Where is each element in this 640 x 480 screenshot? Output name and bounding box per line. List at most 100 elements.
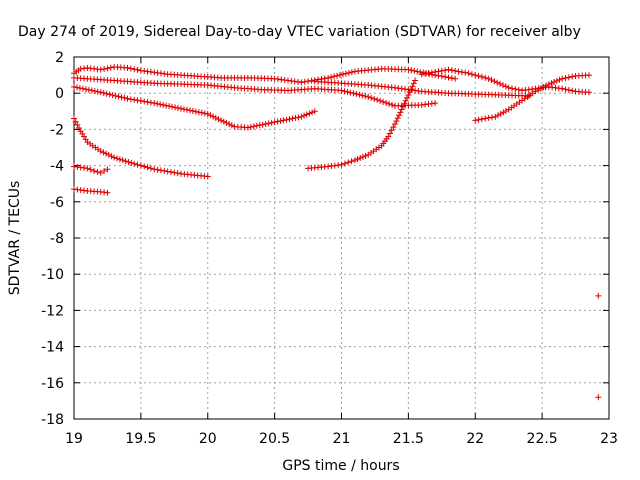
data-point-arc-1 bbox=[442, 73, 449, 80]
data-point-arc-3 bbox=[166, 103, 173, 110]
data-point-arc-3 bbox=[268, 119, 275, 126]
data-point-arc-3 bbox=[103, 90, 110, 97]
data-point-arc-3 bbox=[271, 119, 278, 126]
data-point-arc-3 bbox=[309, 109, 316, 116]
data-point-arc-9 bbox=[458, 69, 465, 76]
data-point-arc-7 bbox=[397, 109, 404, 116]
data-point-arc-2 bbox=[380, 98, 387, 105]
data-point-arc-10 bbox=[478, 116, 485, 123]
data-point-arc-10 bbox=[482, 115, 489, 122]
data-point-arc-3 bbox=[306, 110, 313, 117]
x-tick-label: 23 bbox=[600, 431, 618, 447]
data-point-arc-2 bbox=[362, 93, 369, 100]
data-point-arc-9 bbox=[475, 73, 482, 80]
data-point-arc-1 bbox=[131, 66, 138, 73]
y-tick-label: -16 bbox=[41, 376, 64, 392]
data-point-arc-9 bbox=[502, 83, 509, 90]
data-point-arc-7 bbox=[409, 83, 416, 90]
data-point-arc-3 bbox=[109, 92, 116, 99]
data-point-arc-4 bbox=[151, 166, 158, 173]
data-point-arc-3 bbox=[112, 92, 119, 99]
data-point-arc-4 bbox=[97, 148, 104, 155]
y-tick-label: 0 bbox=[55, 86, 64, 102]
data-point-arc-2 bbox=[344, 88, 351, 95]
data-point-arc-4 bbox=[72, 118, 79, 125]
data-point-arc-7 bbox=[338, 161, 345, 168]
data-point-arc-3 bbox=[192, 108, 199, 115]
data-point-arc-7 bbox=[393, 118, 400, 125]
data-point-arc-3 bbox=[262, 120, 269, 127]
data-point-arc-5 bbox=[84, 165, 91, 172]
data-point-arc-2 bbox=[374, 96, 381, 103]
y-tick-labels: 2 0 -2 -4 -6 -8 -10 -12 -14 -16 -18 bbox=[41, 50, 64, 428]
data-point-arc-5 bbox=[97, 169, 104, 176]
data-point-arc-7 bbox=[392, 120, 398, 127]
data-point-arc-4 bbox=[167, 169, 174, 176]
data-point-arc-1 bbox=[334, 72, 341, 79]
y-tick-label: 2 bbox=[55, 50, 64, 66]
data-point-arc-9 bbox=[515, 86, 522, 93]
data-point-arc-9 bbox=[448, 67, 455, 74]
data-point-arc-3 bbox=[82, 86, 89, 93]
data-point-arc-4 bbox=[144, 164, 151, 171]
data-point-arc-9 bbox=[455, 68, 462, 75]
data-point-arc-9 bbox=[482, 74, 489, 81]
data-point-arc-4 bbox=[76, 125, 83, 132]
data-point-arc-9 bbox=[452, 67, 459, 74]
data-point-arc-10 bbox=[562, 75, 569, 82]
data-point-arc-9 bbox=[418, 71, 425, 78]
data-point-arc-1 bbox=[97, 66, 104, 73]
data-point-arc-7 bbox=[357, 154, 364, 161]
data-point-arc-10 bbox=[488, 114, 495, 121]
data-point-arc-7 bbox=[410, 80, 417, 87]
data-point-arc-10 bbox=[494, 112, 501, 119]
data-point-arc-10 bbox=[503, 107, 510, 114]
data-point-arc-2 bbox=[350, 90, 357, 97]
data-point-arc-4 bbox=[119, 157, 126, 164]
data-point-arc-1 bbox=[408, 67, 415, 74]
data-point-arc-4 bbox=[157, 167, 164, 174]
data-point-arc-3 bbox=[131, 96, 138, 103]
data-point-arc-3 bbox=[147, 99, 154, 106]
data-point-arc-3 bbox=[298, 113, 305, 120]
data-point-arc-1 bbox=[337, 71, 344, 78]
data-point-arc-3 bbox=[301, 112, 308, 119]
data-point-arc-3 bbox=[256, 122, 263, 129]
data-point-arc-3 bbox=[134, 97, 141, 104]
data-point-arc-10 bbox=[545, 81, 552, 88]
data-point-arc-3 bbox=[144, 99, 151, 106]
data-point-arc-6 bbox=[104, 189, 111, 196]
grid bbox=[74, 57, 609, 419]
data-point-arc-3 bbox=[160, 101, 167, 108]
data-point-arc-9 bbox=[569, 87, 576, 94]
data-point-arc-3 bbox=[91, 88, 98, 95]
y-tick-label: -4 bbox=[50, 159, 64, 175]
data-point-arc-1 bbox=[107, 64, 114, 71]
data-point-arc-1 bbox=[445, 74, 452, 81]
data-point-arc-3 bbox=[250, 123, 257, 130]
data-point-arc-10 bbox=[585, 72, 592, 79]
chart-title: Day 274 of 2019, Sidereal Day-to-day VTE… bbox=[18, 24, 581, 40]
data-point-arc-4 bbox=[204, 173, 211, 180]
data-point-arc-10 bbox=[492, 113, 499, 120]
data-point-arc-4 bbox=[137, 162, 144, 169]
data-point-arc-3 bbox=[212, 114, 219, 121]
data-point-arc-9 bbox=[559, 85, 566, 92]
data-point-arc-3 bbox=[118, 94, 125, 101]
data-point-arc-3 bbox=[124, 95, 131, 102]
data-point-arc-9 bbox=[509, 85, 516, 92]
data-point-arc-3 bbox=[218, 117, 225, 124]
data-point-arc-4 bbox=[154, 166, 161, 173]
data-point-arc-3 bbox=[163, 102, 170, 109]
data-point-arc-4 bbox=[174, 170, 181, 177]
data-point-arc-3 bbox=[79, 85, 86, 92]
data-point-arc-9 bbox=[497, 80, 504, 87]
data-point-arc-2 bbox=[368, 94, 375, 101]
data-point-arc-3 bbox=[127, 96, 134, 103]
data-point-arc-1 bbox=[127, 65, 134, 72]
data-point-arc-9 bbox=[478, 73, 485, 80]
data-point-arc-3 bbox=[286, 116, 293, 123]
data-point-arc-3 bbox=[215, 116, 222, 123]
data-point-arc-7 bbox=[394, 115, 401, 122]
data-point-arc-10 bbox=[551, 78, 558, 85]
